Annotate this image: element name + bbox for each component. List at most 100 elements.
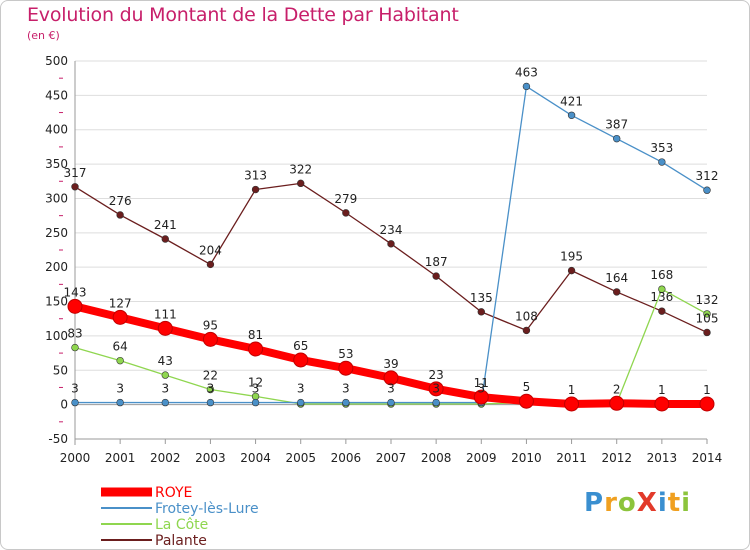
data-label: 65: [293, 339, 308, 353]
data-label: 39: [383, 357, 398, 371]
data-label: 353: [650, 141, 673, 155]
data-label: 3: [477, 382, 485, 396]
y-tick-label: 500: [45, 54, 68, 68]
data-point: [71, 398, 79, 407]
data-point: [297, 179, 305, 188]
x-tick-label: 2009: [466, 451, 497, 465]
data-point: [387, 240, 395, 248]
data-label: 312: [696, 169, 719, 183]
data-point: [342, 398, 350, 407]
x-tick-label: 2010: [511, 451, 542, 465]
data-label: 111: [154, 307, 177, 321]
data-label: 241: [154, 218, 177, 232]
data-point: [564, 396, 580, 412]
data-label: 234: [380, 223, 403, 237]
x-tick-label: 2004: [240, 451, 271, 465]
y-tick-label: -50: [48, 432, 68, 446]
data-label: 2: [613, 382, 621, 396]
data-point: [477, 308, 485, 316]
x-tick-label: 2006: [331, 451, 362, 465]
data-label: 1: [658, 383, 666, 397]
data-point: [248, 341, 264, 357]
data-point: [613, 134, 621, 143]
y-tick-label: 200: [45, 260, 68, 274]
data-point: [112, 309, 128, 325]
data-point: [161, 398, 169, 407]
y-tick-label: 0: [60, 398, 68, 412]
x-tick-label: 2014: [692, 451, 723, 465]
data-point: [387, 398, 395, 407]
y-tick-label: 100: [45, 329, 68, 343]
data-point: [161, 371, 169, 379]
data-label: 322: [289, 162, 312, 176]
data-label: 64: [113, 340, 128, 354]
data-point: [71, 183, 79, 191]
data-label: 164: [605, 271, 628, 285]
data-point: [703, 310, 711, 318]
data-label: 3: [252, 382, 260, 396]
data-label: 421: [560, 94, 583, 108]
legend-label: Frotey-lès-Lure: [155, 501, 259, 517]
data-point: [522, 326, 531, 335]
proxiti-logo: ProXiti: [584, 488, 692, 518]
data-point: [567, 266, 576, 275]
data-label: 3: [342, 382, 350, 396]
data-point: [116, 356, 124, 365]
data-point: [116, 211, 124, 219]
data-point: [297, 398, 305, 407]
data-label: 11: [474, 376, 489, 390]
data-point: [342, 209, 350, 217]
data-point: [161, 235, 169, 243]
x-tick-label: 2002: [150, 451, 181, 465]
data-label: 22: [203, 369, 218, 383]
data-label: 1: [703, 383, 711, 397]
y-tick-label: 150: [45, 295, 68, 309]
legend-label: Palante: [155, 533, 207, 549]
data-point: [613, 288, 621, 296]
x-tick-label: 2008: [421, 451, 452, 465]
data-label: 81: [248, 328, 263, 342]
y-tick-label: 50: [53, 363, 68, 377]
data-label: 195: [560, 250, 583, 264]
data-point: [251, 185, 260, 194]
data-label: 5: [523, 380, 531, 394]
data-point: [522, 82, 531, 91]
data-point: [338, 360, 354, 376]
data-point: [206, 398, 215, 407]
data-label: 95: [203, 318, 218, 332]
y-tick-label: 350: [45, 157, 68, 171]
data-label: 3: [297, 382, 305, 396]
data-label: 108: [515, 309, 538, 323]
x-tick-label: 2003: [195, 451, 226, 465]
data-point: [206, 385, 215, 394]
data-label: 12: [248, 375, 263, 389]
data-label: 132: [696, 293, 719, 307]
data-label: 313: [244, 169, 267, 183]
data-label: 83: [67, 327, 82, 341]
chart-title: Evolution du Montant de la Dette par Hab…: [27, 4, 459, 26]
data-label: 3: [116, 382, 124, 396]
data-label: 387: [605, 118, 628, 132]
data-label: 3: [161, 382, 169, 396]
y-tick-label: 300: [45, 191, 68, 205]
data-label: 279: [334, 192, 357, 206]
data-label: 143: [64, 285, 87, 299]
data-point: [383, 370, 399, 386]
x-tick-label: 2001: [105, 451, 136, 465]
legend-label: ROYE: [155, 485, 192, 501]
data-label: 3: [207, 382, 215, 396]
data-point: [293, 352, 309, 368]
data-label: 204: [199, 243, 222, 257]
data-point: [473, 389, 489, 405]
data-point: [428, 381, 444, 397]
data-point: [67, 298, 83, 314]
data-label: 136: [650, 290, 673, 304]
data-label: 127: [109, 296, 132, 310]
data-point: [703, 328, 711, 337]
data-point: [432, 272, 440, 280]
data-point: [157, 320, 173, 336]
data-point: [71, 343, 79, 352]
data-label: 105: [696, 311, 719, 325]
data-point: [658, 158, 666, 166]
chart-unit: (en €): [27, 29, 60, 42]
